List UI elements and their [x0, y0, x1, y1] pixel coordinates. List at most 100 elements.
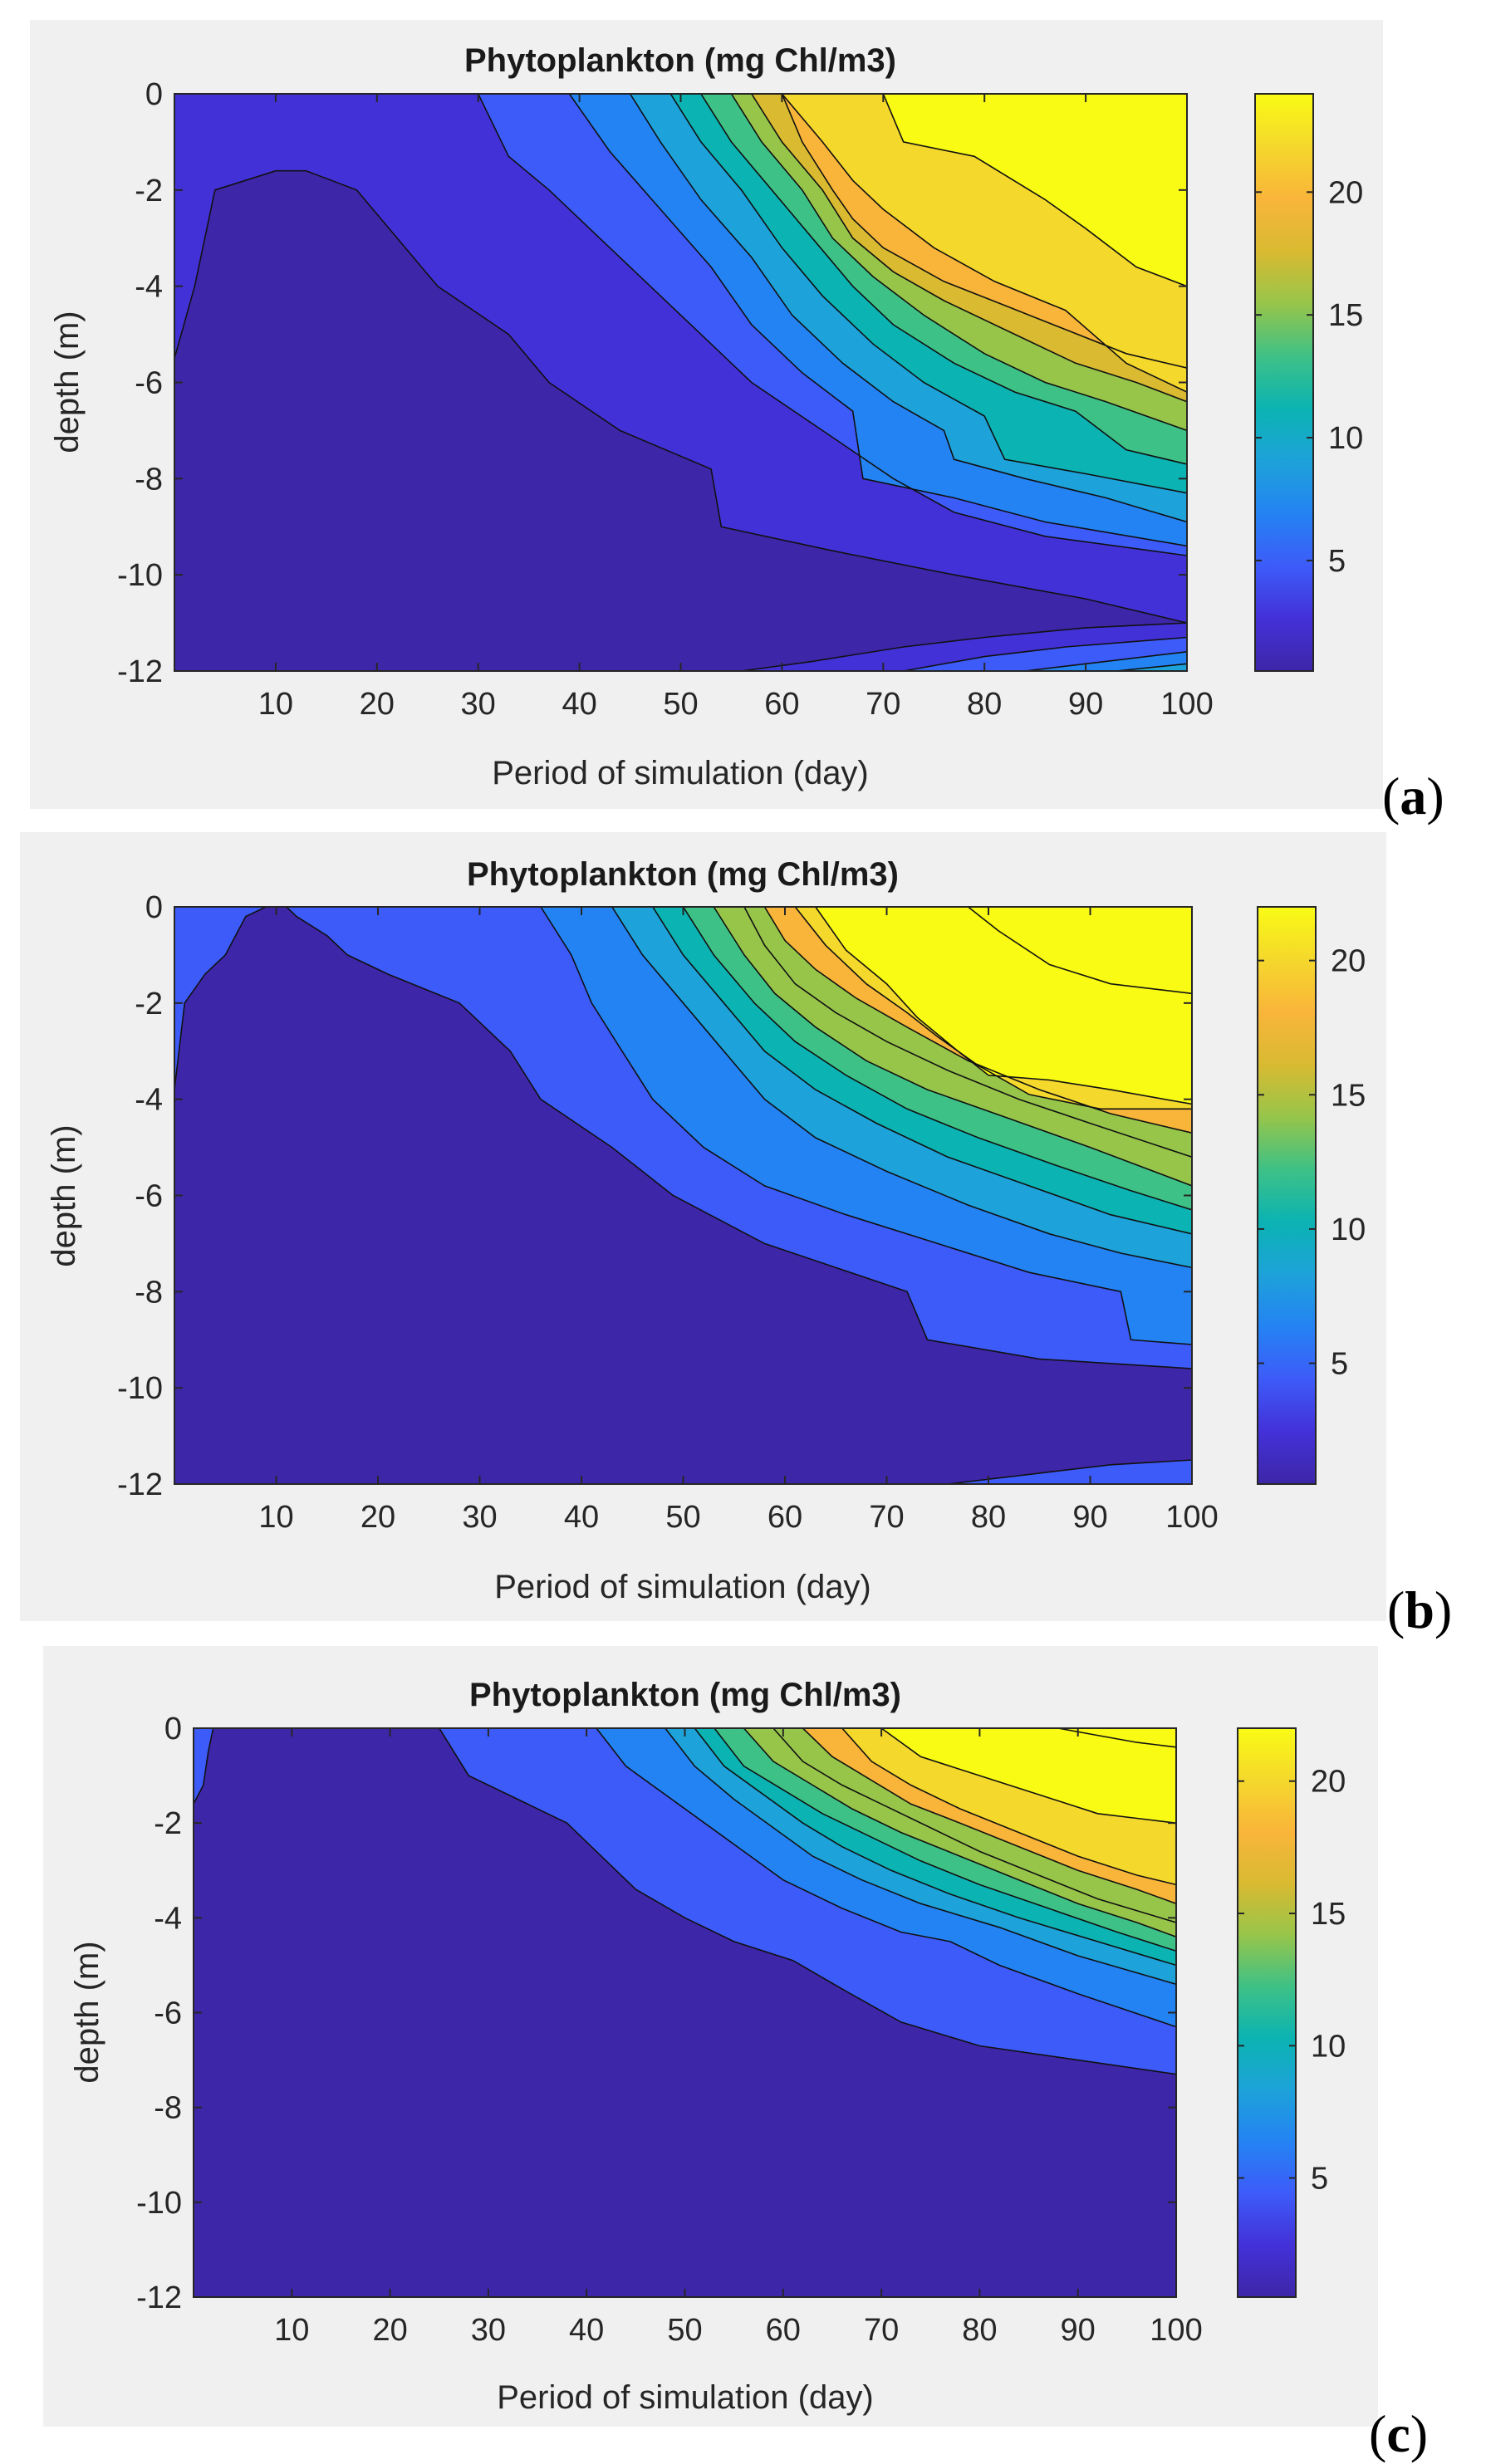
contour-line [174, 907, 1192, 1369]
contour-line [730, 94, 1187, 432]
contour-line [568, 94, 1187, 547]
colorbar-tick-label: 20 [1331, 944, 1366, 979]
panel-b-bands [174, 907, 1192, 1484]
contour-line [713, 907, 1192, 1187]
x-tick-label: 80 [971, 1500, 1006, 1535]
contour-line [477, 94, 1187, 556]
contour-line [741, 622, 1187, 671]
colorbar-tick-label: 5 [1311, 2162, 1328, 2197]
panel-b-colorbar-ticks: 5 10 15 20 [1258, 944, 1366, 1382]
y-tick-label: -8 [135, 1275, 163, 1310]
x-tick-label: 30 [461, 687, 496, 722]
panel-c-y-label: depth (m) [69, 1941, 105, 2083]
contour-band [881, 1728, 1176, 1824]
x-tick-label: 20 [372, 2313, 407, 2348]
x-tick-label: 70 [869, 1500, 904, 1535]
contour-line [652, 907, 1192, 1235]
panel-c-y-ticks: 0 -2 -4 -6 -8 -10 -12 [136, 1712, 1176, 2315]
contour-line [743, 907, 1192, 1158]
x-tick-label: 90 [1068, 687, 1103, 722]
x-tick-label: 100 [1160, 687, 1213, 722]
contour-line [841, 1728, 1176, 1886]
contour-line [1116, 663, 1187, 671]
panel-a-field [174, 94, 1187, 671]
y-tick-label: -10 [136, 2186, 182, 2221]
contour-line [596, 1728, 1176, 2028]
x-tick-label: 10 [258, 687, 293, 722]
panel-c: Phytoplankton (mg Chl/m3) 10 20 30 40 50 60 70… [43, 1646, 1428, 2463]
x-tick-label: 30 [471, 2313, 506, 2348]
x-tick-label: 70 [866, 687, 900, 722]
contour-line [194, 1728, 214, 1805]
panel-b-y-label: depth (m) [46, 1124, 82, 1266]
panel-a-y-label: depth (m) [49, 311, 86, 453]
panel-c-x-ticks: 10 20 30 40 50 60 70 80 90 100 [274, 1728, 1203, 2348]
panel-c-letter: (c) [1369, 2404, 1428, 2463]
panel-a-colorbar-ticks: 5 10 15 20 [1255, 175, 1363, 579]
colorbar-tick-label: 15 [1328, 298, 1363, 333]
y-tick-label: -4 [135, 270, 163, 305]
y-tick-label: -6 [135, 366, 163, 401]
contour-line [794, 907, 1192, 1110]
panel-a-x-ticks: 10 20 30 40 50 60 70 80 90 100 [258, 94, 1214, 722]
contour-band [883, 94, 1187, 287]
y-tick-label: 0 [145, 77, 163, 112]
panel-c-colorbar [1237, 1727, 1297, 2298]
x-tick-label: 20 [360, 1500, 395, 1535]
x-tick-label: 40 [562, 687, 596, 722]
y-tick-label: -8 [154, 2091, 182, 2126]
panel-b-y-ticks: 0 -2 -4 -6 -8 -10 -12 [117, 890, 1192, 1502]
y-tick-label: -8 [135, 462, 163, 497]
x-tick-label: 50 [665, 1500, 700, 1535]
colorbar-tick-label: 5 [1331, 1347, 1348, 1382]
y-tick-label: -4 [154, 1901, 182, 1936]
panel-c-bands [194, 1728, 1176, 2075]
panel-c-field [194, 1728, 1176, 2297]
x-tick-label: 30 [462, 1500, 497, 1535]
contour-line [665, 1728, 1176, 1986]
y-tick-label: -6 [154, 1996, 182, 2031]
contour-line [540, 907, 1192, 1345]
x-tick-label: 10 [274, 2313, 309, 2348]
colorbar-tick-label: 15 [1311, 1897, 1346, 1932]
panel-c-contours [194, 1728, 1176, 2075]
x-tick-label: 10 [258, 1500, 293, 1535]
panel-b-field [174, 907, 1192, 1484]
contour-line [772, 1728, 1176, 1923]
x-tick-label: 100 [1165, 1500, 1218, 1535]
x-tick-label: 40 [564, 1500, 599, 1535]
x-tick-label: 100 [1150, 2313, 1202, 2348]
x-tick-label: 90 [1072, 1500, 1107, 1535]
panel-a-x-label: Period of simulation (day) [492, 755, 869, 791]
y-tick-label: -4 [135, 1083, 163, 1118]
contour-line [781, 94, 1187, 393]
x-tick-label: 50 [663, 687, 698, 722]
colorbar-tick-label: 20 [1328, 175, 1363, 210]
x-tick-label: 90 [1061, 2313, 1096, 2348]
panel-c-colorbar-ticks: 5 10 15 20 [1238, 1765, 1346, 2197]
panel-b-title: Phytoplankton (mg Chl/m3) [467, 856, 899, 893]
contour-band [968, 907, 1192, 994]
panel-a-contours [174, 94, 1187, 671]
x-tick-label: 40 [569, 2313, 604, 2348]
contour-line [751, 94, 1187, 403]
panel-a: Phytoplankton (mg Chl/m3) 10 20 30 40 50 60 70… [30, 20, 1444, 825]
x-tick-label: 80 [967, 687, 1002, 722]
panel-b-letter: (b) [1387, 1580, 1452, 1639]
panel-b-x-label: Period of simulation (day) [494, 1569, 871, 1605]
contour-line [174, 169, 1187, 624]
x-tick-label: 60 [766, 2313, 801, 2348]
y-tick-label: -12 [136, 2280, 182, 2315]
panel-a-colorbar [1254, 93, 1314, 672]
panel-b-colorbar [1257, 906, 1317, 1485]
panel-a-bands [174, 94, 1187, 671]
contour-band [948, 1460, 1192, 1484]
contour-line [682, 907, 1192, 1211]
contour-line [439, 1728, 1176, 2075]
contour-line [1024, 651, 1187, 671]
contour-line [781, 94, 1187, 369]
colorbar-tick-label: 5 [1328, 544, 1346, 579]
panel-c-x-label: Period of simulation (day) [497, 2379, 874, 2416]
contour-line [802, 1728, 1176, 1904]
y-tick-label: -10 [117, 558, 163, 593]
